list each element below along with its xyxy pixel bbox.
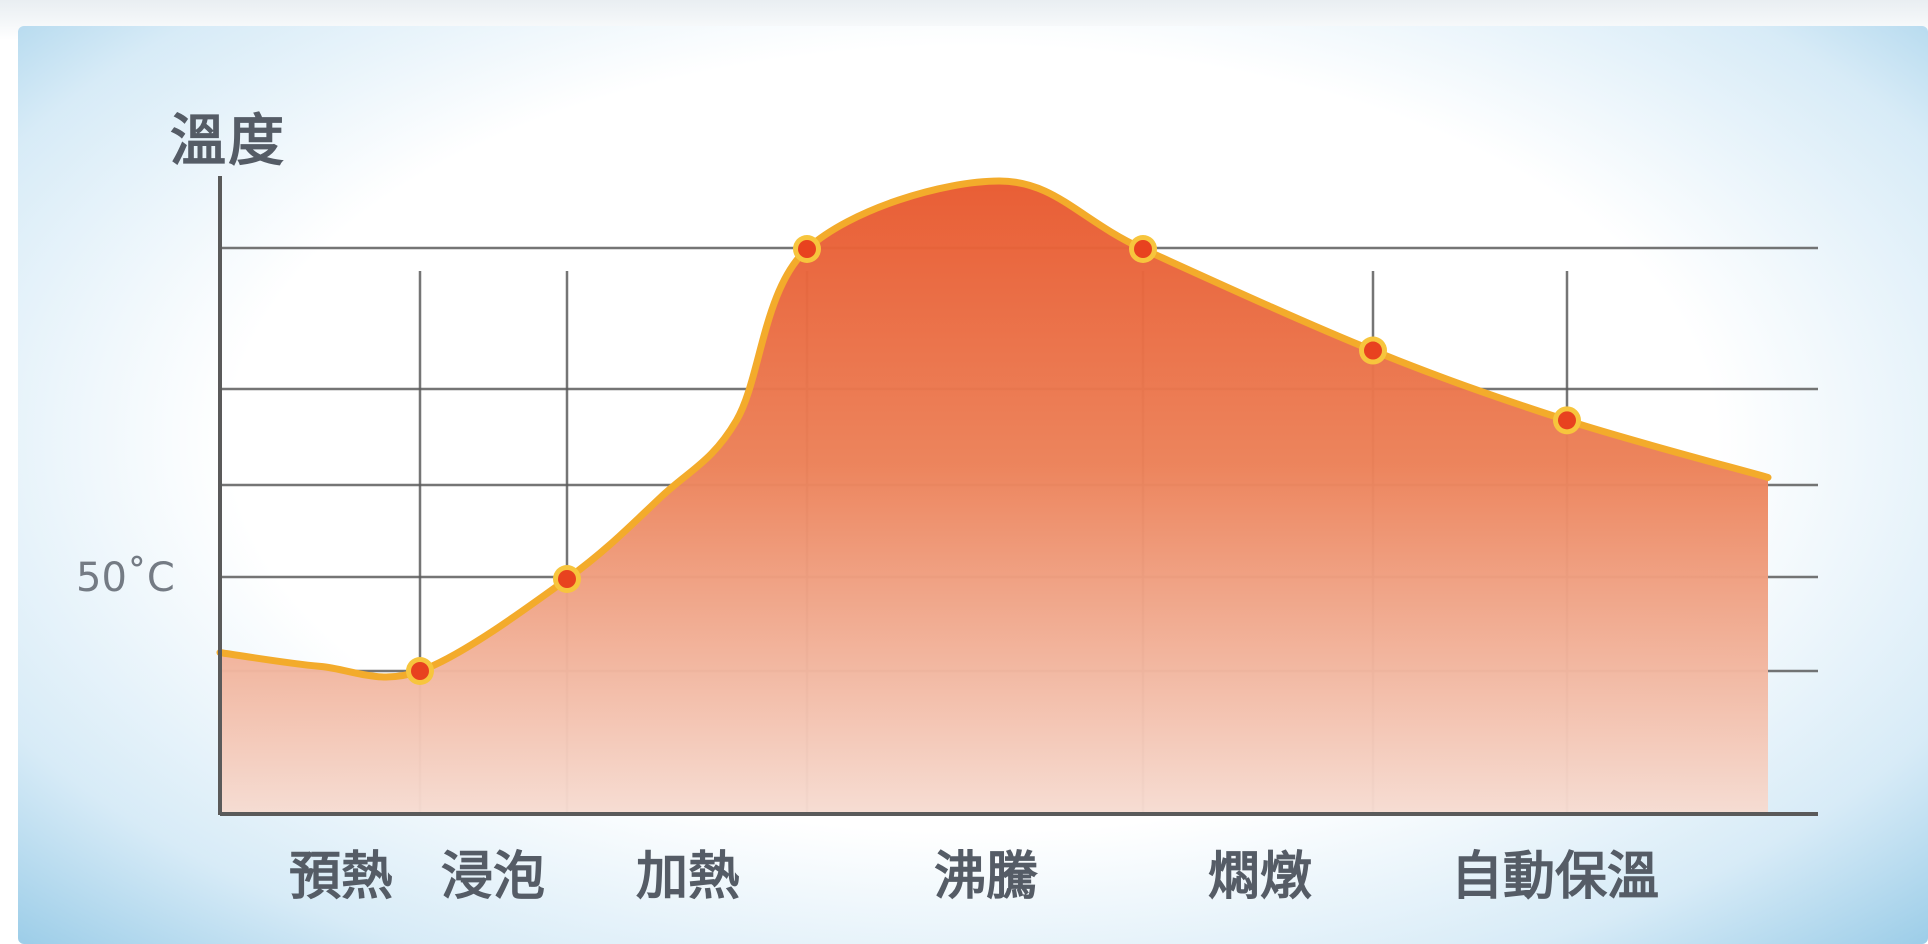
y-axis-title: 溫度 <box>170 109 286 174</box>
x-tick-label-4: 燜燉 <box>1208 847 1312 907</box>
x-tick-label-5: 自動保溫 <box>1451 847 1659 907</box>
y-tick-label-50c: 50˚C <box>76 555 175 601</box>
x-tick-label-3: 沸騰 <box>934 847 1038 907</box>
data-point-3 <box>1134 240 1152 258</box>
area-fill <box>220 181 1768 814</box>
temperature-chart: 50˚C 預熱 浸泡 加熱 沸騰 燜燉 自動保溫 <box>76 176 1818 907</box>
labels: 50˚C 預熱 浸泡 加熱 沸騰 燜燉 自動保溫 <box>76 555 1659 907</box>
data-point-4 <box>1364 341 1382 360</box>
chart-panel: 溫度 50˚C 預熱 浸泡 加熱 沸騰 燜燉 自動保溫 <box>18 26 1928 944</box>
data-point-5 <box>1558 411 1576 430</box>
data-point-0 <box>411 662 429 680</box>
x-tick-label-1: 浸泡 <box>441 847 545 907</box>
axes <box>218 176 1818 816</box>
markers <box>406 235 1581 685</box>
data-point-1 <box>558 570 576 588</box>
x-tick-label-2: 加熱 <box>636 847 740 907</box>
area-series <box>216 177 1772 814</box>
x-tick-label-0: 預熱 <box>289 847 393 907</box>
data-point-2 <box>798 240 816 258</box>
